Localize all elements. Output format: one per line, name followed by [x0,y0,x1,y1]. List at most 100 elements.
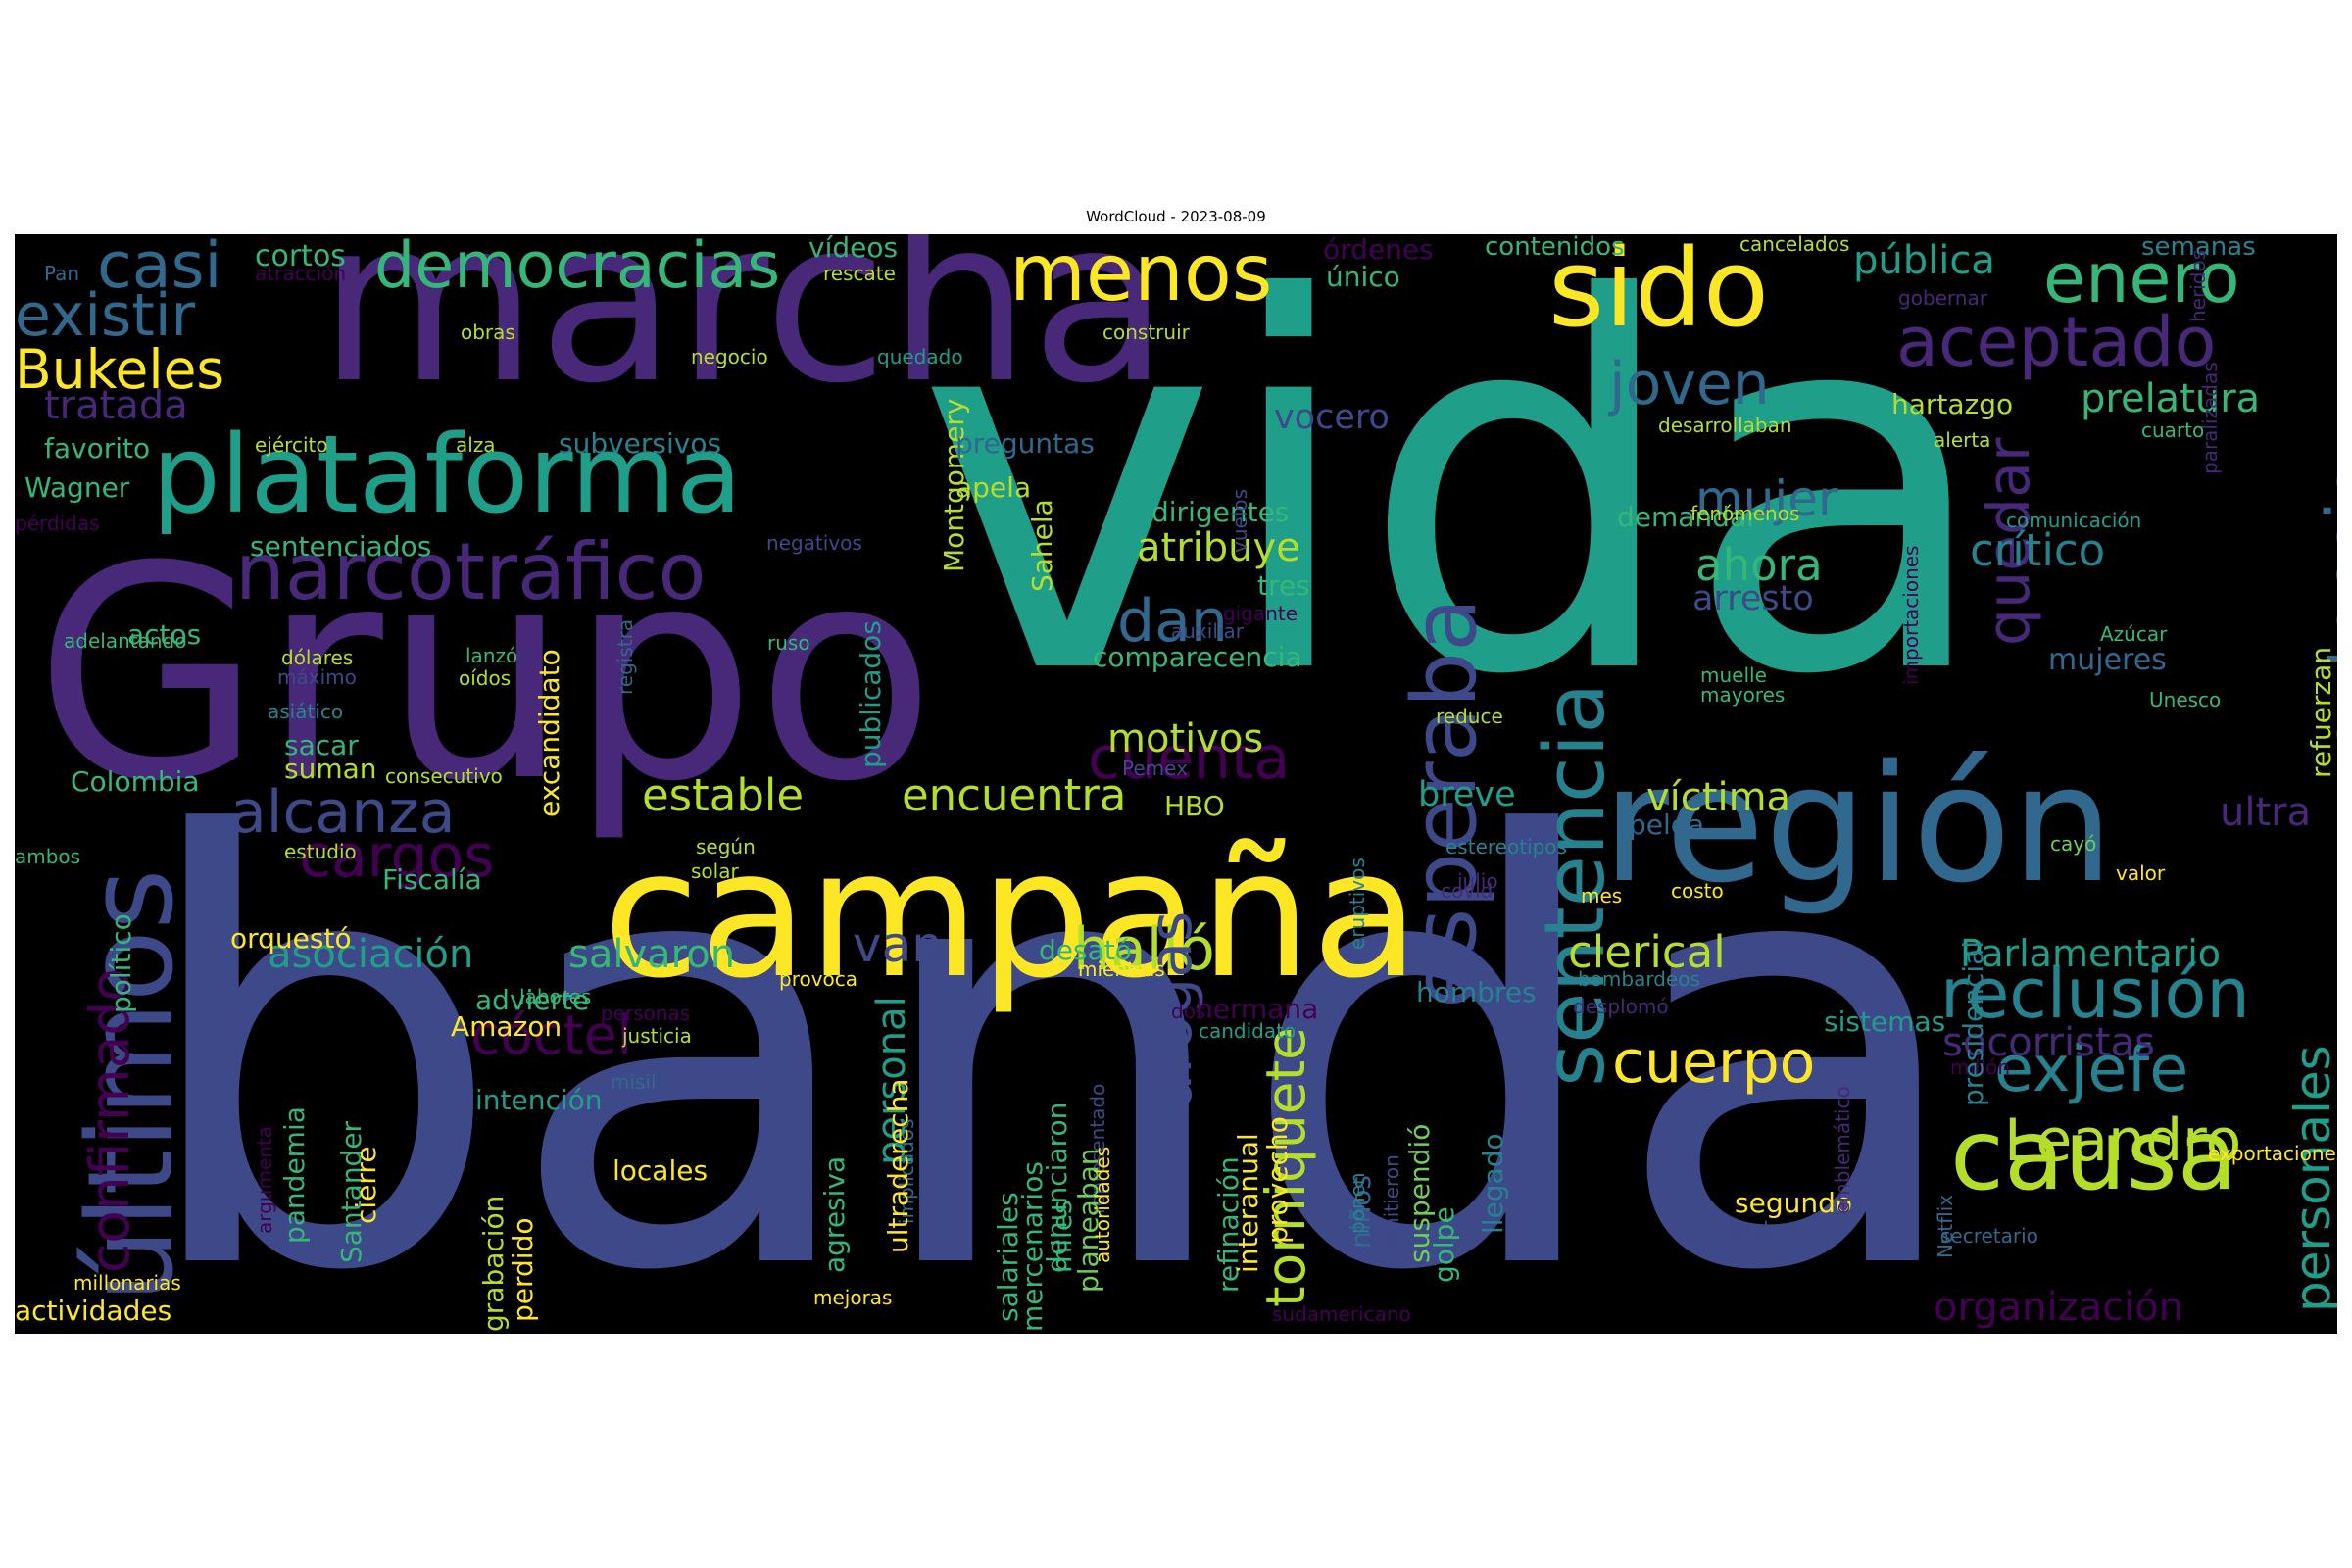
word-costo: costo [1671,879,1724,903]
word-grabacion: grabación [477,1195,510,1332]
word-tres: tres [1257,569,1310,602]
word-advierte: advierte [475,984,590,1016]
word-publicados: publicados [855,620,887,768]
word-sistemas: sistemas [1824,1005,1946,1038]
word-vuelos: vuelos [1228,488,1251,553]
word-publica: pública [1853,238,1995,283]
word-cuenta: cuenta [1088,724,1291,793]
word-heridos: heridos [2186,249,2210,322]
word-contenidos: contenidos [1485,234,1625,262]
word-agresiva: agresiva [818,1155,851,1273]
word-alza: alza [456,433,496,457]
word-tratada: tratada [44,383,188,428]
word-atraccion: atracción [255,262,347,285]
word-prelatura: prelatura [2081,376,2261,421]
word-cortos: cortos [255,239,346,273]
word-solar: solar [691,859,739,883]
word-excandidato: excandidato [533,649,565,817]
word-oidos: oídos [459,666,512,690]
word-mejoras: mejoras [813,1286,893,1309]
word-argumenta: argumenta [253,1125,276,1234]
word-leandro: Leandro [2004,1106,2242,1175]
word-mujer: mujer [1695,470,1838,527]
word-provoca: provoca [779,967,858,991]
chart-title: WordCloud - 2023-08-09 [1086,208,1266,225]
word-ambos: ambos [15,845,81,868]
word-narcotrafico: narcotráfico [235,526,707,617]
word-exjefe: exjefe [1994,1033,2189,1106]
word-region: región [1602,730,2114,918]
word-coctel: cóctel [470,1004,632,1066]
word-amazon: Amazon [451,1010,563,1043]
word-casi: casi [97,234,222,303]
word-suman: suman [284,753,377,785]
word-videos: vídeos [808,234,899,264]
word-bukeles: Bukeles [15,338,225,401]
word-unesco: Unesco [2149,688,2222,711]
word-mujeres: mujeres [2048,643,2167,677]
word-cuerpo: cuerpo [1612,1028,1816,1097]
word-alcanza: alcanza [230,778,456,847]
word-lanzo: lanzó [466,644,518,667]
word-parlamentario: Parlamentario [1960,932,2222,975]
word-reduce: reduce [1436,705,1503,728]
word-millonarias: millonarias [74,1271,181,1295]
word-estudio: estudio [284,840,357,863]
word-segun: según [696,835,756,858]
word-orquesto: orquestó [230,922,352,955]
word-sahela: Sahela [1026,499,1058,592]
word-emblematico: emblemático [1831,1086,1854,1214]
word-organizacion: organización [1934,1285,2184,1330]
word-sido: sido [1548,234,1769,351]
word-demandar: demandar [1617,501,1758,533]
word-cayo: cayó [2050,832,2097,856]
word-dos: dos [1171,1000,1206,1023]
word-refuerzan: refuerzan [2305,646,2337,778]
word-auxiliar: auxiliar [1171,619,1244,643]
word-autoridades: autoridades [1091,1146,1114,1263]
word-preguntas: preguntas [956,427,1095,460]
word-colombia: Colombia [71,765,200,798]
word-motivos: motivos [1107,716,1264,761]
word-consecutivo: consecutivo [385,764,503,788]
word-politico: político [105,913,137,1013]
word-provecho: provecho [1261,1116,1294,1244]
word-asociacion: asociación [268,932,474,977]
word-pelea: pelea [1629,808,1705,841]
word-ultraderecha: ultraderecha [882,1078,914,1253]
word-democracias: democracias [374,234,781,303]
word-fiscalia: Fiscalía [382,863,482,896]
word-actos: actos [127,618,202,651]
word-vocero: vocero [1274,398,1390,437]
word-hartazgo: hartazgo [1891,388,2014,420]
word-registra: registra [613,618,637,695]
word-intencion: intención [475,1084,603,1116]
word-estable: estable [642,769,805,821]
word-valor: valor [2116,861,2166,885]
word-enero: enero [2043,238,2240,318]
word-sudamericano: sudamericano [1272,1302,1411,1326]
word-eruptivos: eruptivos [1346,858,1369,950]
word-estereotipos: estereotipos [1446,835,1567,858]
word-cloud: vida banda Grupo marcha campaña región platafo… [15,234,2337,1334]
word-fenomenos: fenómenos [1690,502,1800,525]
word-existir: existir [15,281,196,350]
word-vida: vida [916,234,1995,786]
word-locales: locales [612,1154,709,1187]
word-critico: crítico [1970,524,2106,576]
word-hombres: hombres [1416,976,1537,1008]
word-hermana: hermana [1196,993,1319,1025]
word-plataforma: plataforma [152,412,743,537]
word-ponen: ponen [1346,1172,1369,1234]
word-dan: dan [1117,587,1228,656]
word-llegado: llegado [1477,1133,1509,1234]
word-desarrollaban: desarrollaban [1658,414,1792,437]
word-negocio: negocio [691,345,768,368]
word-sacar: sacar [284,729,359,761]
word-van: van [853,916,943,973]
word-reclusion: reclusión [1940,954,2250,1034]
word-mes: mes [1581,884,1623,907]
word-bombardeos: bombardeos [1578,967,1700,991]
word-construir: construir [1102,320,1190,344]
word-interanual: interanual [1232,1133,1264,1273]
